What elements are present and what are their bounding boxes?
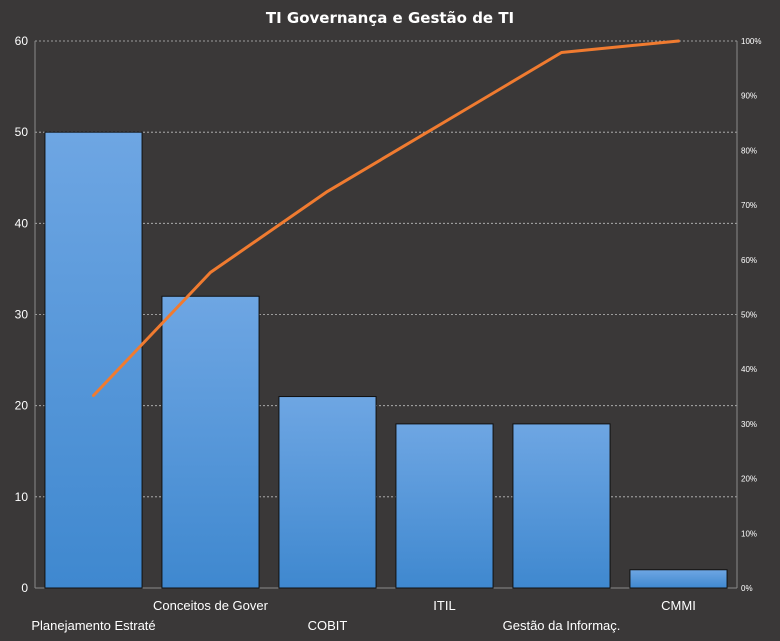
y-tick-label: 10	[15, 490, 29, 504]
bar-3	[278, 396, 377, 589]
category-label: ITIL	[433, 598, 455, 613]
category-label: CMMI	[661, 598, 696, 613]
cumulative-line	[92, 39, 680, 397]
gridlines	[35, 40, 737, 498]
y2-axis-ticks: 0% 10% 20% 30% 40% 50% 60% 70% 80% 90% 100%	[741, 37, 761, 593]
bar-6	[629, 569, 728, 589]
y-tick-label: 0	[21, 581, 28, 595]
bar-5	[512, 423, 611, 589]
y2-tick-label: 70%	[741, 201, 757, 210]
y2-tick-label: 50%	[741, 311, 757, 320]
cumulative-percent-line	[92, 39, 680, 397]
y2-tick-label: 10%	[741, 529, 757, 538]
bar-4	[395, 423, 494, 589]
y-tick-label: 20	[15, 399, 29, 413]
y2-tick-label: 20%	[741, 475, 757, 484]
y2-tick-label: 30%	[741, 420, 757, 429]
bar-2	[161, 295, 260, 589]
y-tick-label: 60	[15, 34, 29, 48]
y2-tick-label: 60%	[741, 256, 757, 265]
bars	[44, 131, 728, 589]
y-axis-ticks: 0 10 20 30 40 50 60	[15, 34, 29, 595]
category-label: Conceitos de Gover	[153, 598, 269, 613]
y2-tick-label: 0%	[741, 584, 753, 593]
category-label: COBIT	[308, 618, 348, 633]
category-label: Planejamento Estraté	[31, 618, 155, 633]
y2-tick-label: 90%	[741, 92, 757, 101]
x-axis-ticks: Planejamento Estraté Conceitos de Gover CO…	[31, 598, 695, 633]
chart-title: TI Governança e Gestão de TI	[266, 9, 514, 27]
y2-tick-label: 80%	[741, 146, 757, 155]
category-label: Gestão da Informaç.	[503, 618, 621, 633]
y2-tick-label: 100%	[741, 37, 761, 46]
y2-tick-label: 40%	[741, 365, 757, 374]
y-tick-label: 40	[15, 216, 29, 230]
y-tick-label: 50	[15, 125, 29, 139]
y-tick-label: 30	[15, 308, 29, 322]
axes	[34, 41, 738, 589]
